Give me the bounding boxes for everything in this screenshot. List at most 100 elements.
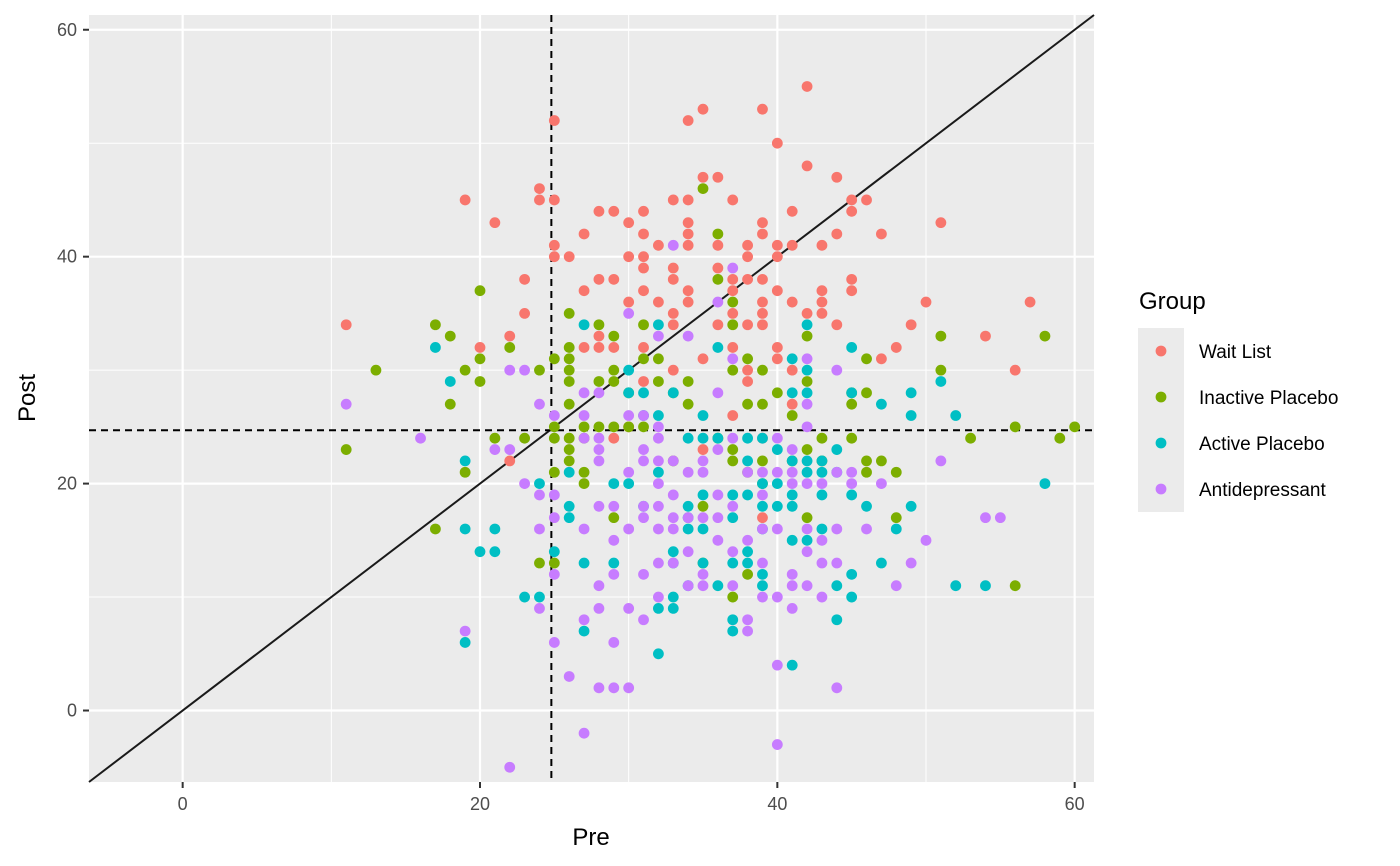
point-antidepressant (682, 466, 694, 478)
point-antidepressant (534, 489, 545, 501)
point-inactive-placebo (861, 466, 872, 478)
point-antidepressant (653, 421, 664, 433)
y-tick-label: 0 (67, 701, 77, 721)
point-active-placebo (608, 478, 620, 489)
point-active-placebo (712, 580, 724, 592)
point-active-placebo (727, 614, 739, 626)
point-antidepressant (786, 478, 798, 489)
point-inactive-placebo (593, 319, 605, 331)
point-antidepressant (608, 682, 620, 694)
point-inactive-placebo (801, 444, 813, 455)
point-inactive-placebo (712, 228, 724, 240)
point-active-placebo (771, 500, 783, 512)
point-wait-list (504, 455, 516, 467)
point-wait-list (727, 285, 739, 297)
point-antidepressant (697, 455, 709, 467)
point-antidepressant (653, 330, 664, 342)
point-active-placebo (653, 410, 664, 421)
point-wait-list (638, 262, 649, 274)
point-active-placebo (757, 500, 768, 512)
point-antidepressant (653, 432, 664, 444)
point-wait-list (667, 273, 679, 285)
point-antidepressant (578, 523, 590, 535)
point-wait-list (638, 251, 649, 263)
point-inactive-placebo (742, 353, 754, 365)
point-active-placebo (653, 319, 664, 331)
point-wait-list (757, 228, 768, 240)
point-antidepressant (712, 489, 724, 501)
point-wait-list (489, 217, 501, 229)
point-active-placebo (786, 387, 798, 399)
point-antidepressant (771, 659, 783, 671)
point-inactive-placebo (786, 410, 798, 421)
point-antidepressant (638, 455, 649, 467)
point-wait-list (890, 342, 902, 353)
point-wait-list (801, 81, 813, 92)
point-wait-list (667, 364, 679, 376)
point-antidepressant (638, 500, 649, 512)
point-antidepressant (638, 444, 649, 455)
point-antidepressant (548, 512, 560, 524)
point-wait-list (742, 319, 754, 331)
point-inactive-placebo (757, 364, 768, 376)
point-inactive-placebo (548, 466, 560, 478)
point-wait-list (742, 251, 754, 263)
point-antidepressant (667, 557, 679, 569)
point-antidepressant (890, 580, 902, 592)
point-antidepressant (548, 568, 560, 580)
point-antidepressant (816, 534, 828, 546)
point-antidepressant (846, 466, 858, 478)
point-active-placebo (519, 591, 530, 603)
point-inactive-placebo (965, 432, 977, 444)
point-active-placebo (980, 580, 991, 592)
point-active-placebo (727, 625, 739, 637)
point-wait-list (623, 296, 635, 308)
point-antidepressant (831, 466, 843, 478)
point-antidepressant (489, 444, 501, 455)
point-inactive-placebo (846, 432, 858, 444)
point-active-placebo (742, 489, 754, 501)
point-active-placebo (846, 387, 858, 399)
point-wait-list (786, 398, 798, 410)
point-antidepressant (727, 580, 739, 592)
point-antidepressant (548, 489, 560, 501)
point-wait-list (667, 308, 679, 319)
point-antidepressant (712, 444, 724, 455)
point-wait-list (712, 262, 724, 274)
point-active-placebo (697, 523, 709, 535)
point-active-placebo (950, 410, 962, 421)
point-wait-list (771, 239, 783, 251)
point-inactive-placebo (638, 421, 649, 433)
point-antidepressant (801, 546, 813, 558)
point-antidepressant (727, 500, 739, 512)
point-antidepressant (831, 682, 843, 694)
point-antidepressant (563, 671, 575, 682)
point-antidepressant (623, 603, 635, 614)
point-antidepressant (771, 432, 783, 444)
point-wait-list (757, 217, 768, 229)
point-active-placebo (831, 614, 843, 626)
point-inactive-placebo (742, 398, 754, 410)
point-inactive-placebo (861, 387, 872, 399)
point-wait-list (786, 205, 798, 217)
point-inactive-placebo (563, 308, 575, 319)
point-wait-list (548, 251, 560, 263)
point-inactive-placebo (801, 330, 813, 342)
point-active-placebo (876, 398, 887, 410)
point-wait-list (816, 285, 828, 297)
legend-label-active-placebo: Active Placebo (1199, 434, 1325, 455)
point-wait-list (548, 115, 560, 126)
point-inactive-placebo (623, 421, 635, 433)
point-wait-list (593, 205, 605, 217)
point-active-placebo (578, 557, 590, 569)
point-wait-list (608, 205, 620, 217)
point-antidepressant (831, 557, 843, 569)
point-active-placebo (578, 319, 590, 331)
point-wait-list (846, 194, 858, 206)
point-antidepressant (816, 478, 828, 489)
point-inactive-placebo (727, 364, 739, 376)
point-active-placebo (801, 534, 813, 546)
point-active-placebo (653, 648, 664, 660)
point-wait-list (816, 296, 828, 308)
